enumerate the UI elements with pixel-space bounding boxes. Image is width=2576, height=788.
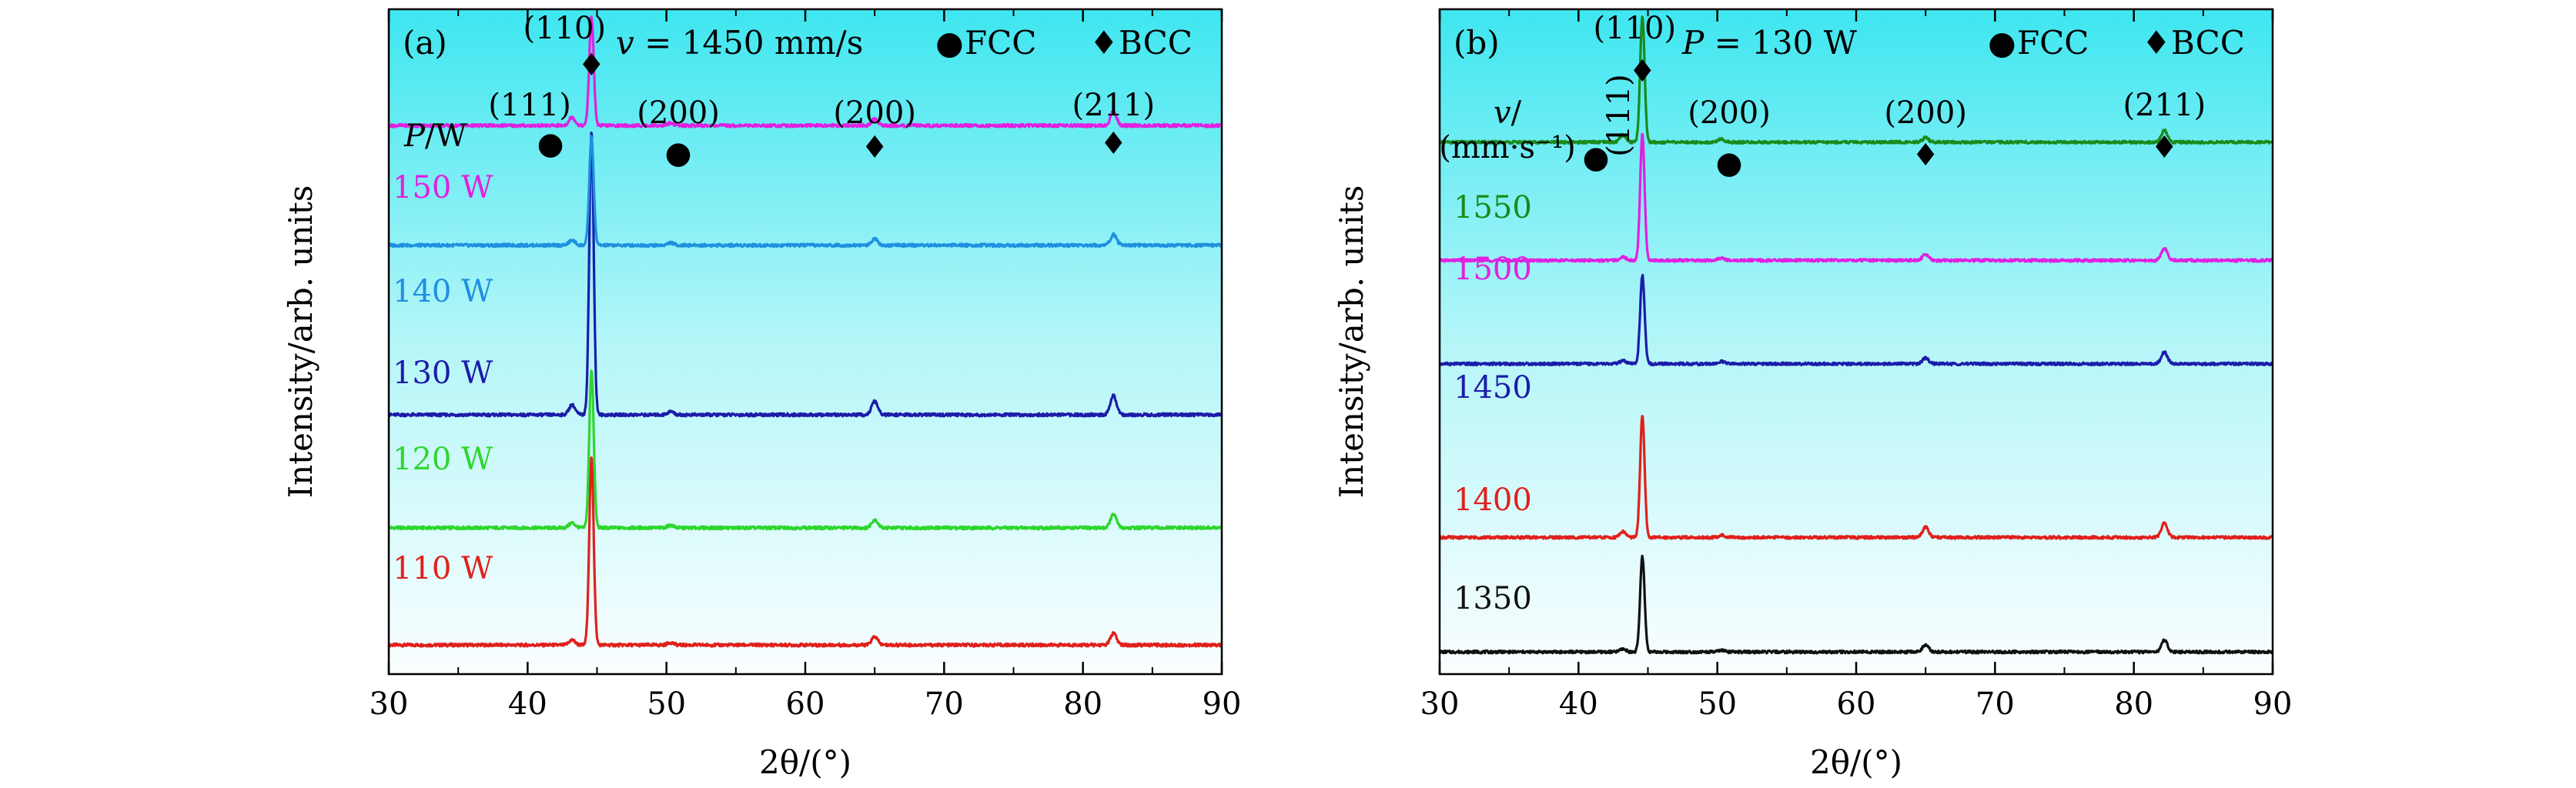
series-label-1350: 1350 [1454,581,1532,616]
legend-symbol-bcc: ♦ [2142,24,2171,62]
x-tick-label: 80 [1063,686,1102,722]
peak-marker-fcc: ● [1583,140,1610,175]
condition-unit: W [1824,24,1858,62]
series-line-1550 [1438,15,2274,145]
x-tick-label: 40 [508,686,547,722]
peak-marker-fcc: ● [537,126,564,162]
series-line-1400 [1438,415,2273,540]
series-line-140-w [387,135,1223,249]
x-tick-label: 90 [2253,686,2293,722]
condition-var: P [1681,24,1705,62]
legend-symbol-bcc: ♦ [1089,24,1119,62]
series-line-1450 [1438,273,2273,367]
peak-label-211: (211) [2123,88,2206,123]
x-axis-title: 2θ/(°) [759,743,851,781]
panel-label: (a) [403,24,447,62]
panel-a: 110 W 120 W 130 W 140 W 150 W 30 40 50 60 70 80 90 2… [282,8,1242,781]
condition-value: 130 [1751,24,1813,62]
series-line-130-w [388,132,1223,418]
series-label-150-w: 150 W [393,170,493,205]
peak-label-200: (200) [637,95,720,131]
x-tick-label: 30 [1420,686,1460,722]
x-tick-label: 40 [1559,686,1598,722]
plot-background [1440,9,2273,674]
condition-text: P = 130 W [1681,24,1858,62]
x-tick-label: 50 [1698,686,1737,722]
panel-b: 1350 1400 1450 1500 1550 30 40 50 60 70 80 90 2θ/(°)… [1333,8,2293,781]
peak-label-211: (211) [1072,88,1156,123]
peak-label-200: (200) [1884,95,1967,131]
condition-space [1813,24,1823,62]
condition-value: 1450 [682,24,764,62]
peak-marker-bcc: ♦ [1912,138,1939,173]
x-tick-label: 50 [647,686,686,722]
peak-label-110: (110) [524,11,607,46]
peak-label-110: (110) [1594,11,1677,46]
legend-symbol-fcc: ● [1988,24,2016,62]
series-label-140-w: 140 W [393,274,493,309]
series-line-1350 [1439,554,2274,655]
x-tick-label: 90 [1203,686,1242,722]
x-axis-title: 2θ/(°) [1810,743,1902,781]
series-line-1500 [1439,132,2274,263]
series-heading-var: P [403,119,426,154]
legend-label-fcc: FCC [2017,24,2089,62]
series-label-1400: 1400 [1454,482,1532,518]
series-line-150-w [387,15,1223,129]
series-label-1550: 1550 [1454,190,1532,225]
series-label-130-w: 130 W [393,356,493,391]
peak-marker-bcc: ♦ [2150,130,2178,165]
condition-eq: = [1704,24,1751,62]
series-label-120-w: 120 W [393,442,493,477]
condition-eq: = [634,24,682,62]
series-heading-unit: /W [425,119,467,154]
panel-label: (b) [1454,24,1500,62]
series-line-110-w [387,456,1223,648]
series-label-1450: 1450 [1454,370,1532,406]
peak-marker-fcc: ● [1716,145,1743,181]
y-axis-title: Intensity/arb. units [282,185,319,499]
x-tick-label: 70 [925,686,964,722]
x-tick-label: 70 [1975,686,2015,722]
series-heading-unit: (mm·s⁻¹) [1439,130,1575,165]
condition-text: v = 1450 mm/s [616,24,863,62]
plot-background [389,9,1222,674]
peak-marker-bcc: ♦ [1099,126,1127,162]
series-heading-slash: / [1511,95,1522,131]
series-heading-var: v [1494,95,1511,131]
series-heading: v/ [1494,95,1522,131]
series-label-1500: 1500 [1454,252,1532,287]
peak-label-111: (111) [1601,74,1637,157]
condition-space [764,24,774,62]
series-heading: P/W [403,119,467,154]
peak-label-111: (111) [488,88,571,123]
x-tick-label: 60 [1837,686,1876,722]
peak-marker-bcc: ♦ [861,130,888,165]
x-tick-label: 80 [2114,686,2153,722]
legend-symbol-fcc: ● [935,24,964,62]
peak-marker-fcc: ● [665,135,692,171]
series-label-110-w: 110 W [393,551,493,586]
peak-marker-bcc: ♦ [577,48,605,83]
x-tick-label: 30 [370,686,409,722]
peak-marker-bcc: ♦ [1628,54,1656,89]
x-tick-label: 60 [786,686,825,722]
series-line-120-w [387,369,1223,531]
peak-label-200: (200) [833,95,916,131]
peak-label-200: (200) [1688,95,1771,131]
condition-var: v [616,24,634,62]
legend-label-bcc: BCC [1119,24,1193,62]
condition-unit: mm/s [774,24,863,62]
legend-label-bcc: BCC [2171,24,2245,62]
y-axis-title: Intensity/arb. units [1333,185,1370,499]
legend-label-fcc: FCC [965,24,1036,62]
